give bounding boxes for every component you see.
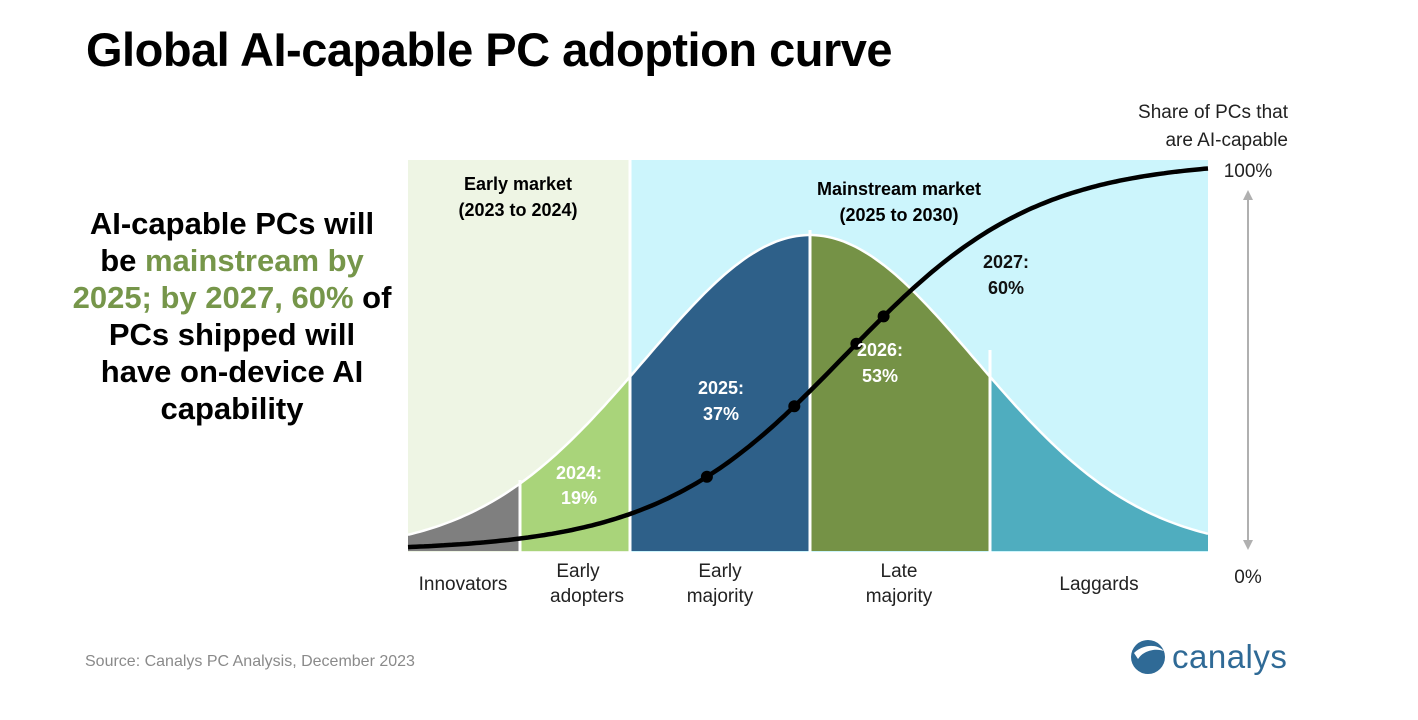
mainstream-market-label: Mainstream market: [817, 179, 981, 199]
canalys-logo-icon: [1131, 640, 1165, 674]
source-note: Source: Canalys PC Analysis, December 20…: [85, 653, 415, 670]
y-axis-arrow: [1243, 190, 1253, 550]
arrow-down-icon: [1243, 540, 1253, 550]
arrow-up-icon: [1243, 190, 1253, 200]
adoption-s-curve: [407, 166, 1209, 550]
point-label-2025-value: 37%: [703, 404, 739, 424]
point-label-2024-year: 2024:: [556, 463, 602, 483]
canalys-logo: canalys: [1130, 638, 1287, 676]
segment-label-early-majority-2: majority: [687, 586, 754, 607]
point-label-2026-year: 2026:: [857, 340, 903, 360]
y-tick-0: 0%: [1234, 567, 1262, 588]
y-axis-title-line-2: are AI-capable: [1165, 130, 1288, 151]
segment-label-innovators: Innovators: [419, 574, 508, 595]
canalys-logo-text: canalys: [1172, 638, 1288, 675]
mainstream-market-period: (2025 to 2030): [839, 205, 958, 225]
segment-label-early-adopters-1: Early: [556, 561, 600, 582]
point-label-2025-year: 2025:: [698, 378, 744, 398]
segment-label-late-majority-2: majority: [866, 586, 933, 607]
callout-text-2: of PCs shipped will have on-device AI ca…: [100, 280, 392, 426]
data-point-2025: [788, 400, 801, 413]
early-market-label: Early market: [464, 174, 572, 194]
bell-curve-outline: [407, 233, 1209, 537]
point-label-2026-value: 53%: [862, 366, 898, 386]
page-title: Global AI-capable PC adoption curve: [86, 23, 893, 76]
segment-label-laggards: Laggards: [1059, 574, 1138, 595]
y-tick-100: 100%: [1224, 161, 1273, 182]
segment-label-late-majority-1: Late: [881, 561, 918, 582]
data-point-2026: [850, 337, 863, 350]
callout-highlight: mainstream by 2025; by 2027, 60%: [72, 243, 364, 315]
data-point-2027: [877, 310, 890, 323]
segment-label-early-majority-1: Early: [698, 561, 742, 582]
segment-label-early-adopters-2: adopters: [550, 586, 624, 607]
key-takeaway-callout: AI-capable PCs will be mainstream by 202…: [72, 205, 392, 427]
point-label-2027-year: 2027:: [983, 252, 1029, 272]
early-market-period: (2023 to 2024): [458, 200, 577, 220]
callout-text-1: AI-capable PCs will be: [89, 206, 375, 278]
y-axis-title-line-1: Share of PCs that: [1138, 102, 1289, 123]
point-label-2024-value: 19%: [561, 488, 597, 508]
point-label-2027-value: 60%: [988, 278, 1024, 298]
data-point-2024: [700, 470, 713, 483]
